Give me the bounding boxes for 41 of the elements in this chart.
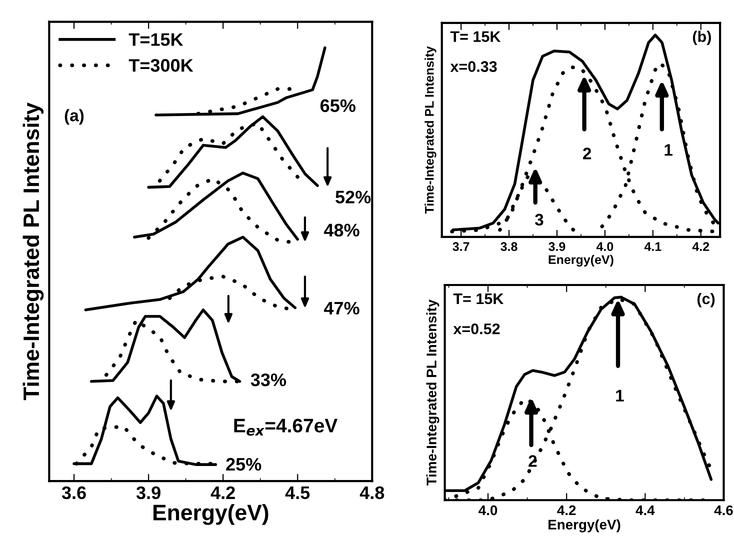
annotation: 1	[616, 390, 624, 402]
annotation: 1	[664, 144, 672, 156]
annotation: 2	[583, 148, 592, 160]
x-tick-label: 4.8	[360, 486, 384, 500]
y-axis-title: Time-Integrated PL Intensity	[22, 102, 44, 400]
x-tick-label: 4.2	[692, 242, 710, 251]
annotation: x=0.33	[450, 61, 497, 72]
annotation: E$_{ex}$=4.67eV	[234, 418, 338, 436]
x-tick-label: 4.4	[636, 506, 655, 516]
y-axis-title: Time-Integrated PL Intensity	[424, 46, 436, 214]
annotation: (a)	[64, 109, 84, 125]
annotation: (c)	[697, 292, 715, 308]
x-tick-label: 3.9	[548, 242, 566, 252]
annotation: 52%	[336, 190, 371, 204]
x-axis-title: Energy(eV)	[153, 504, 268, 525]
x-tick-label: 3.9	[136, 486, 160, 500]
annotation: 65%	[320, 99, 356, 112]
legend-label: T=300K	[128, 59, 194, 72]
annotation: 25%	[226, 458, 262, 471]
x-tick-label: 4.0	[596, 242, 614, 252]
x-tick-label: 4.1	[644, 242, 662, 251]
y-axis-title: Time-Integrated PL Intensity	[426, 300, 440, 486]
x-tick-label: 3.7	[452, 242, 470, 252]
annotation: x=0.52	[453, 323, 500, 334]
x-tick-label: 4.0	[478, 505, 498, 516]
x-axis-title: Energy(eV)	[548, 254, 614, 267]
x-tick-label: 3.8	[500, 242, 518, 252]
annotation: T= 15K	[453, 294, 504, 304]
annotation: 33%	[250, 373, 286, 386]
annotation: T= 15K	[450, 31, 501, 42]
x-tick-label: 4.5	[285, 486, 310, 500]
x-tick-label: 4.6	[714, 505, 733, 516]
annotation: 47%	[324, 302, 360, 315]
x-axis-title: Energy(eV)	[548, 519, 620, 532]
annotation: (b)	[692, 30, 711, 46]
annotation: 48%	[324, 224, 360, 237]
annotation: 3	[534, 214, 544, 226]
x-tick-label: 3.6	[62, 486, 86, 500]
x-tick-label: 4.2	[557, 505, 576, 516]
legend-label: T=15K	[128, 33, 184, 46]
x-tick-label: 4.2	[210, 486, 235, 499]
